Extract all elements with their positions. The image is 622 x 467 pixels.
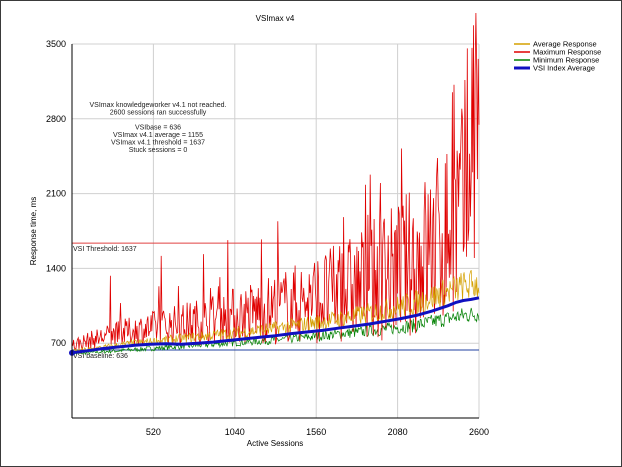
annotation-line: VSImax v4.1 average = 1155: [113, 132, 203, 139]
x-tick-label: 2080: [388, 427, 408, 437]
annotation-line: VSIbase = 636: [135, 125, 181, 132]
reference-line-label: VSI Threshold: 1637: [73, 246, 137, 253]
annotation-line: VSImax v4.1 threshold = 1637: [111, 140, 205, 147]
y-axis-label: Response time, ms: [29, 197, 38, 265]
chart-title: VSImax v4: [256, 14, 295, 23]
y-tick-label: 2800: [46, 114, 66, 124]
y-tick-label: 700: [51, 338, 66, 348]
series-layer: [69, 12, 480, 356]
x-tick-labels: 520 1040 1560 2080 2600: [146, 427, 489, 437]
y-tick-label: 1400: [46, 263, 66, 273]
annotation-line: 2600 sessions ran successfully: [110, 110, 207, 117]
legend-entry: VSI Index Average: [533, 64, 595, 73]
legend-entry: Maximum Response: [533, 48, 601, 57]
grid: [72, 43, 480, 418]
series-line-vsi-index-average: [71, 296, 480, 355]
legend-entry: Average Response: [533, 40, 597, 49]
x-tick-label: 2600: [469, 427, 489, 437]
x-axis-label: Active Sessions: [247, 439, 303, 448]
annotation-line: VSImax knowledgeworker v4.1 not reached.: [90, 102, 227, 109]
series-line-0: [71, 270, 480, 354]
annotation-line: Stuck sessions = 0: [129, 147, 188, 154]
legend-entry: Minimum Response: [533, 56, 599, 65]
reference-line-label: VSI baseline: 636: [73, 353, 128, 360]
series-line-1: [71, 12, 480, 351]
y-tick-label: 3500: [46, 39, 66, 49]
y-tick-label: 2100: [46, 189, 66, 199]
x-tick-label: 1560: [306, 427, 326, 437]
x-tick-label: 520: [146, 427, 161, 437]
result-annotation: VSImax knowledgeworker v4.1 not reached.…: [90, 102, 227, 154]
reference-lines: VSI Threshold: 1637 VSI baseline: 636: [72, 242, 479, 360]
y-tick-labels: 700 1400 2100 2800 3500: [46, 39, 66, 348]
x-tick-label: 1040: [225, 427, 245, 437]
